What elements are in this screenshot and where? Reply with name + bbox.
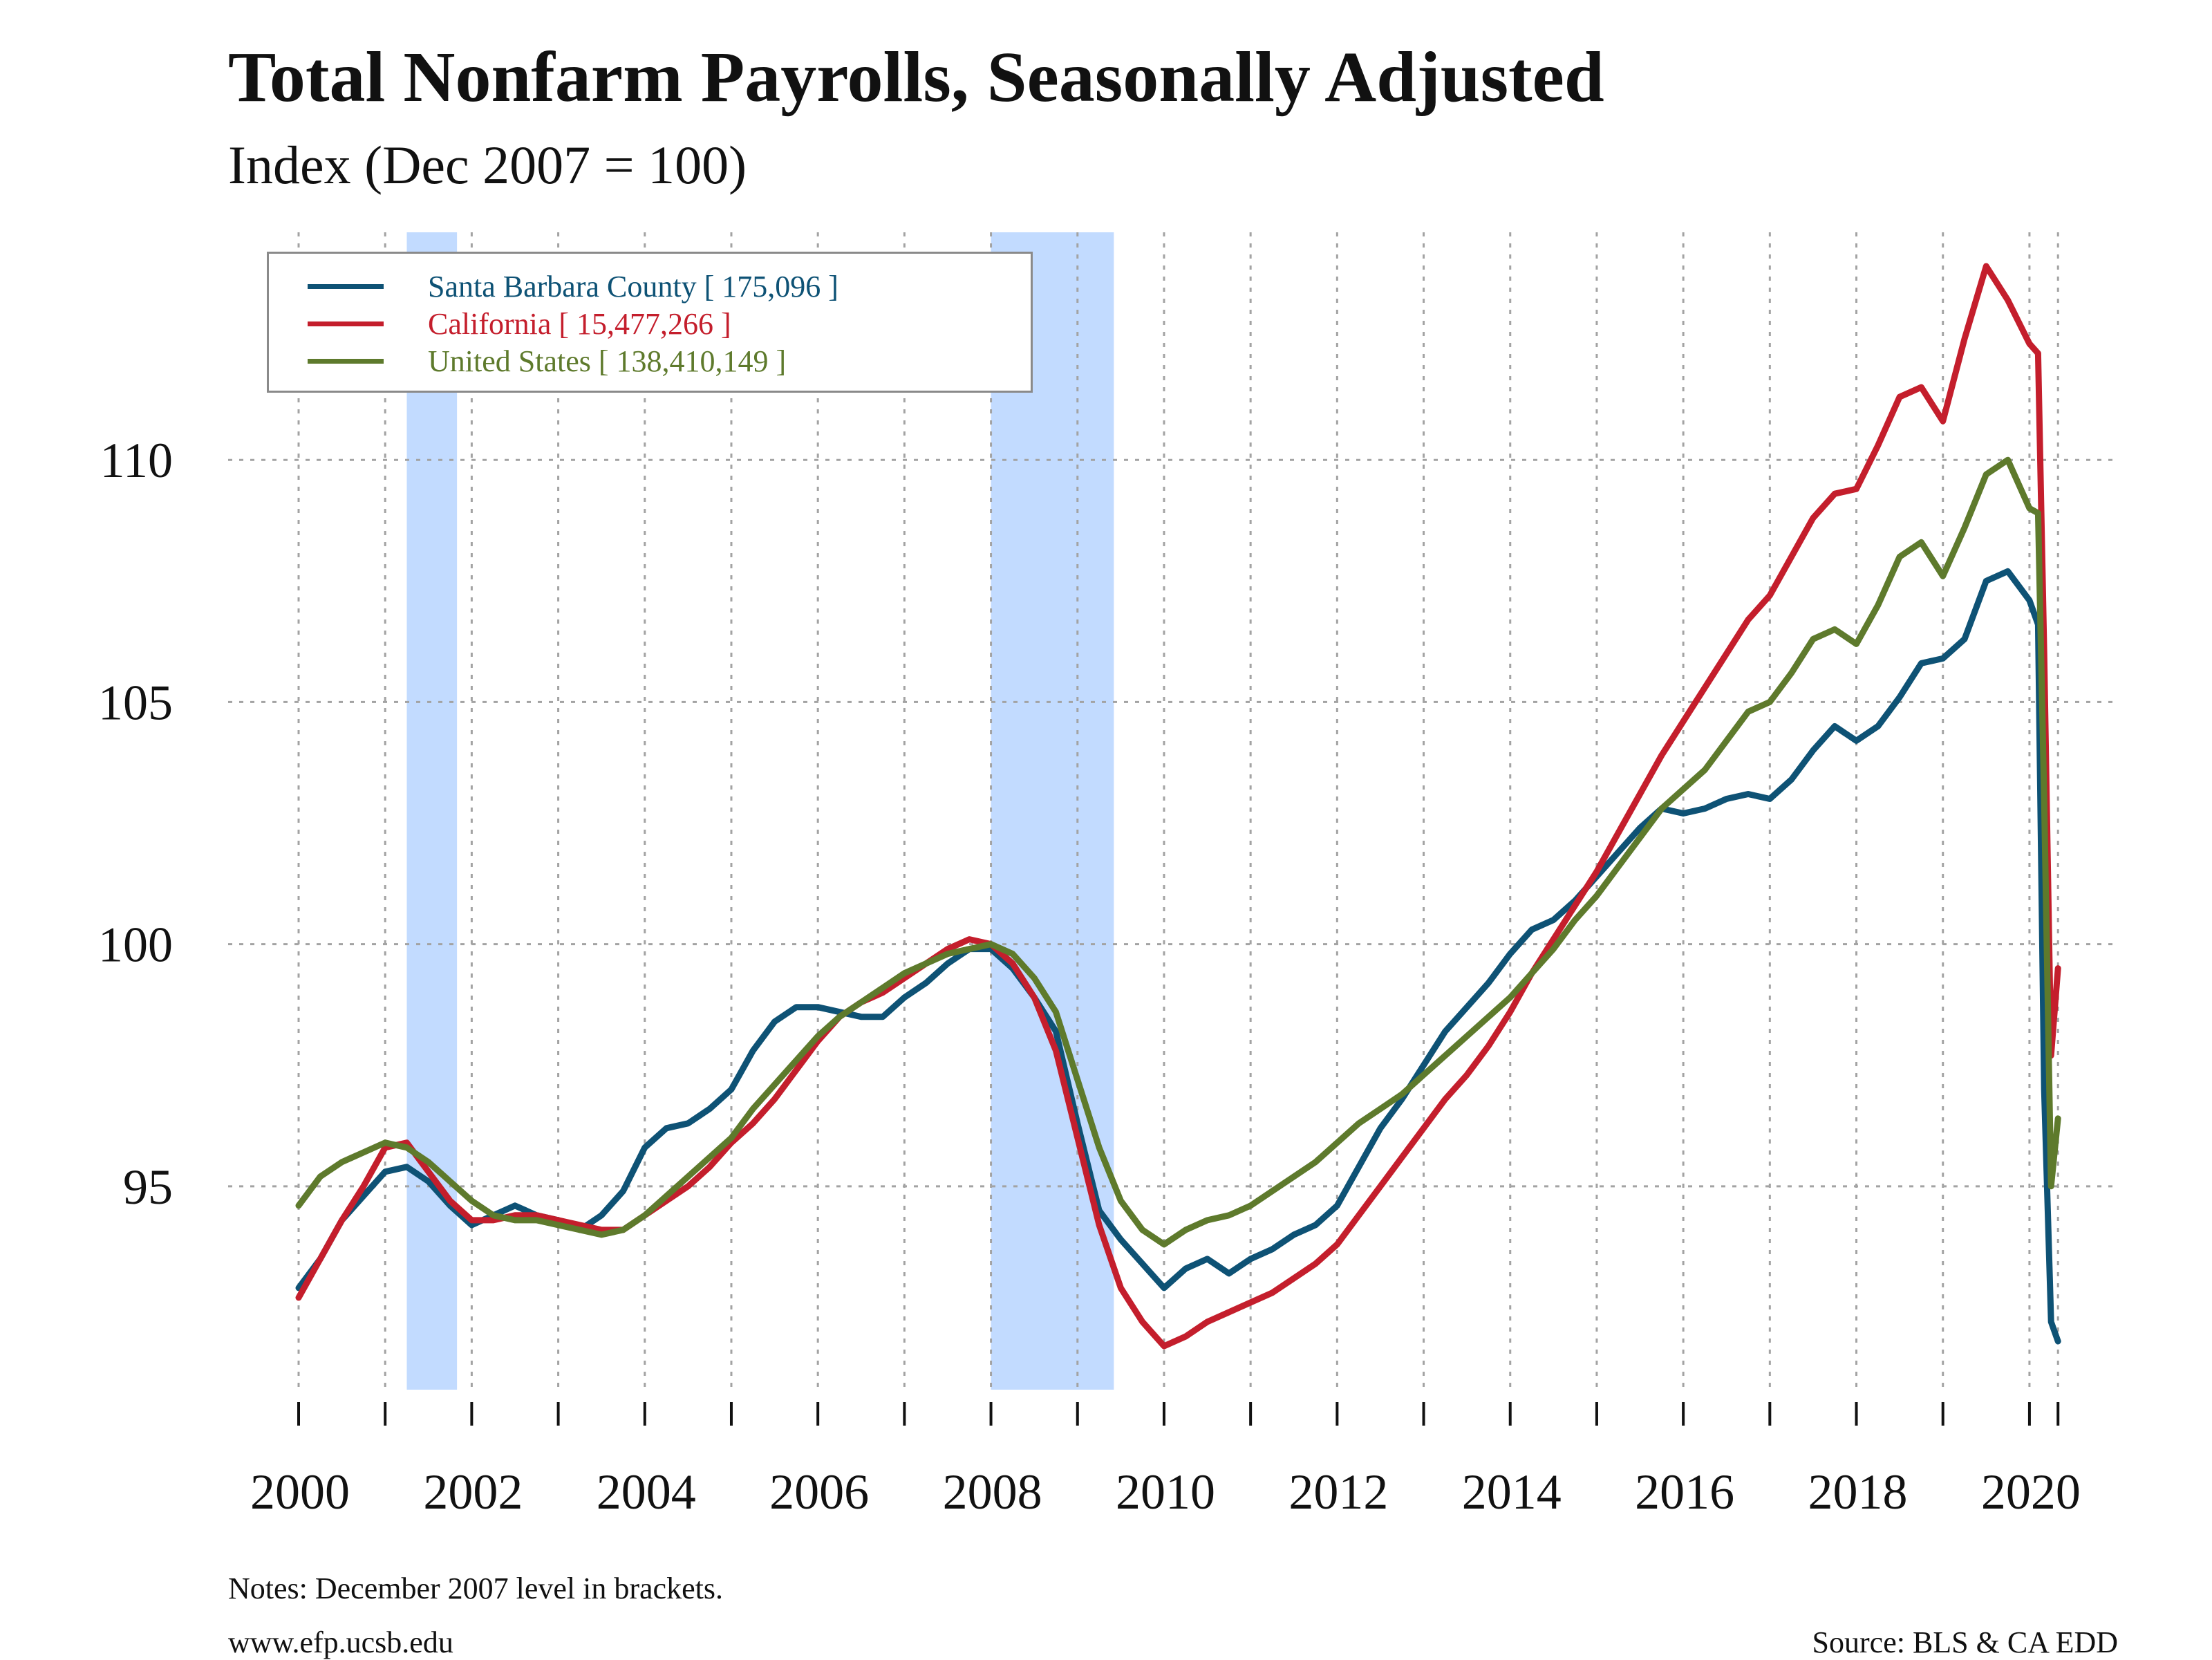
legend-item-united-states: United States [ 138,410,149 ] [308,342,786,380]
x-tick-label: 2020 [1981,1464,2081,1520]
x-tick-label: 2016 [1635,1464,1734,1520]
website-link[interactable]: www.efp.ucsb.edu [228,1625,453,1659]
x-tick-label: 2002 [423,1464,523,1520]
x-tick-label: 2004 [597,1464,696,1520]
legend-item-california: California [ 15,477,266 ] [308,305,731,342]
y-tick-label: 100 [98,917,173,973]
chart-subtitle: Index (Dec 2007 = 100) [228,135,747,195]
legend-label: United States [ 138,410,149 ] [428,344,787,378]
x-tick-label: 2010 [1116,1464,1215,1520]
y-tick-label: 110 [100,433,173,488]
source-text: Source: BLS & CA EDD [1812,1625,2118,1659]
legend-swatch [308,358,384,364]
x-tick-label: 2008 [943,1464,1042,1520]
chart-title: Total Nonfarm Payrolls, Seasonally Adjus… [228,37,1604,117]
legend-swatch [308,321,384,326]
legend-swatch [308,283,384,289]
x-tick-label: 2000 [250,1464,350,1520]
series-line-1 [295,263,2061,1350]
y-tick-label: 95 [123,1159,173,1215]
legend-label: Santa Barbara County [ 175,096 ] [428,269,838,304]
x-tick-label: 2006 [769,1464,869,1520]
x-tick-label: 2014 [1462,1464,1562,1520]
series-line-0 [295,568,2061,1345]
recession-band [406,232,458,1390]
legend-item-santa-barbara: Santa Barbara County [ 175,096 ] [308,268,838,305]
x-tick-label: 2012 [1288,1464,1388,1520]
x-tick-label: 2018 [1808,1464,1908,1520]
series-line-2 [295,456,2061,1248]
legend-label: California [ 15,477,266 ] [428,306,731,341]
chart-legend: Santa Barbara County [ 175,096 ] Califor… [267,252,1033,393]
y-tick-label: 105 [98,675,173,730]
notes-text: Notes: December 2007 level in brackets. [228,1572,723,1605]
